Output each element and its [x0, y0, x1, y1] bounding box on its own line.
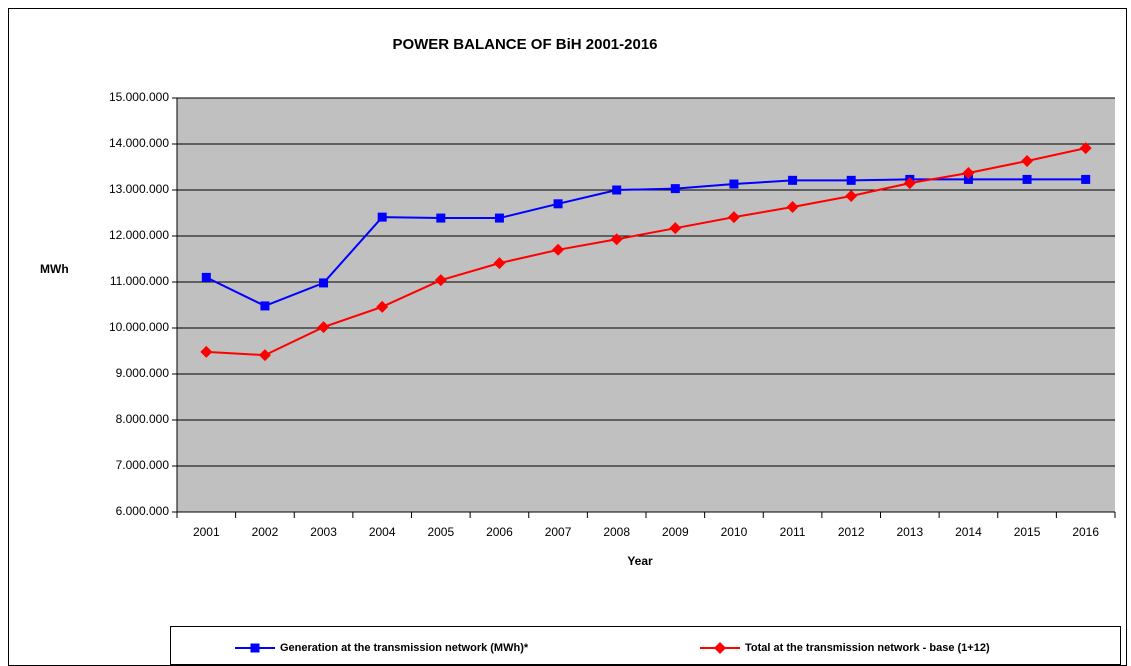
legend: [170, 626, 1121, 665]
legend-marker: [250, 643, 260, 653]
marker: [200, 345, 213, 358]
x-tick-label: 2011: [780, 525, 806, 539]
marker: [845, 189, 858, 202]
x-tick-label: 2003: [310, 525, 337, 539]
y-tick-label: 11.000.000: [110, 274, 169, 288]
marker: [1081, 174, 1091, 184]
x-axis-label: Year: [627, 554, 653, 568]
marker: [846, 175, 856, 185]
x-tick-label: 2006: [486, 525, 513, 539]
legend-label: Generation at the transmission network (…: [280, 642, 529, 654]
marker: [552, 243, 565, 256]
plot-area: [177, 98, 1115, 512]
y-tick-label: 9.000.000: [116, 366, 170, 380]
marker: [1022, 174, 1032, 184]
marker: [494, 213, 504, 223]
marker: [670, 184, 680, 194]
y-tick-label: 8.000.000: [116, 412, 170, 426]
series-line: [206, 147, 1086, 357]
y-tick-label: 6.000.000: [116, 504, 170, 518]
marker: [612, 185, 622, 195]
y-tick-label: 14.000.000: [109, 136, 169, 150]
y-axis-label: MWh: [40, 262, 69, 276]
y-tick-label: 13.000.000: [109, 182, 169, 196]
x-tick-label: 2007: [545, 525, 572, 539]
x-tick-label: 2016: [1072, 525, 1099, 539]
x-tick-label: 2010: [721, 525, 748, 539]
marker: [317, 321, 330, 334]
marker: [1079, 142, 1092, 155]
legend-marker: [714, 642, 726, 654]
y-tick-label: 10.000.000: [109, 320, 169, 334]
y-tick-label: 15.000.000: [109, 90, 169, 104]
marker: [788, 175, 798, 185]
x-tick-label: 2013: [896, 525, 923, 539]
marker: [729, 179, 739, 189]
legend-label: Total at the transmission network - base…: [745, 642, 990, 654]
marker: [201, 272, 211, 282]
marker: [377, 212, 387, 222]
x-tick-label: 2015: [1014, 525, 1041, 539]
marker: [727, 211, 740, 224]
x-tick-label: 2005: [427, 525, 454, 539]
x-tick-label: 2009: [662, 525, 689, 539]
x-tick-label: 2008: [603, 525, 630, 539]
marker: [376, 300, 389, 313]
marker: [493, 257, 506, 270]
marker: [260, 301, 270, 311]
marker: [903, 177, 916, 190]
marker: [669, 222, 682, 235]
marker: [434, 274, 447, 287]
y-tick-label: 7.000.000: [116, 458, 170, 472]
marker: [436, 213, 446, 223]
x-tick-label: 2002: [252, 525, 279, 539]
marker: [962, 166, 975, 179]
x-tick-label: 2012: [838, 525, 865, 539]
series-line: [205, 178, 1086, 308]
x-tick-label: 2001: [193, 525, 220, 539]
x-tick-label: 2014: [955, 525, 982, 539]
marker: [553, 199, 563, 209]
marker: [1021, 155, 1034, 168]
x-tick-label: 2004: [369, 525, 396, 539]
marker: [610, 233, 623, 246]
marker: [786, 201, 799, 214]
marker: [963, 174, 973, 184]
marker: [258, 349, 271, 362]
marker: [319, 278, 329, 288]
chart-title: POWER BALANCE OF BiH 2001-2016: [392, 36, 657, 53]
y-tick-label: 12.000.000: [109, 228, 169, 242]
